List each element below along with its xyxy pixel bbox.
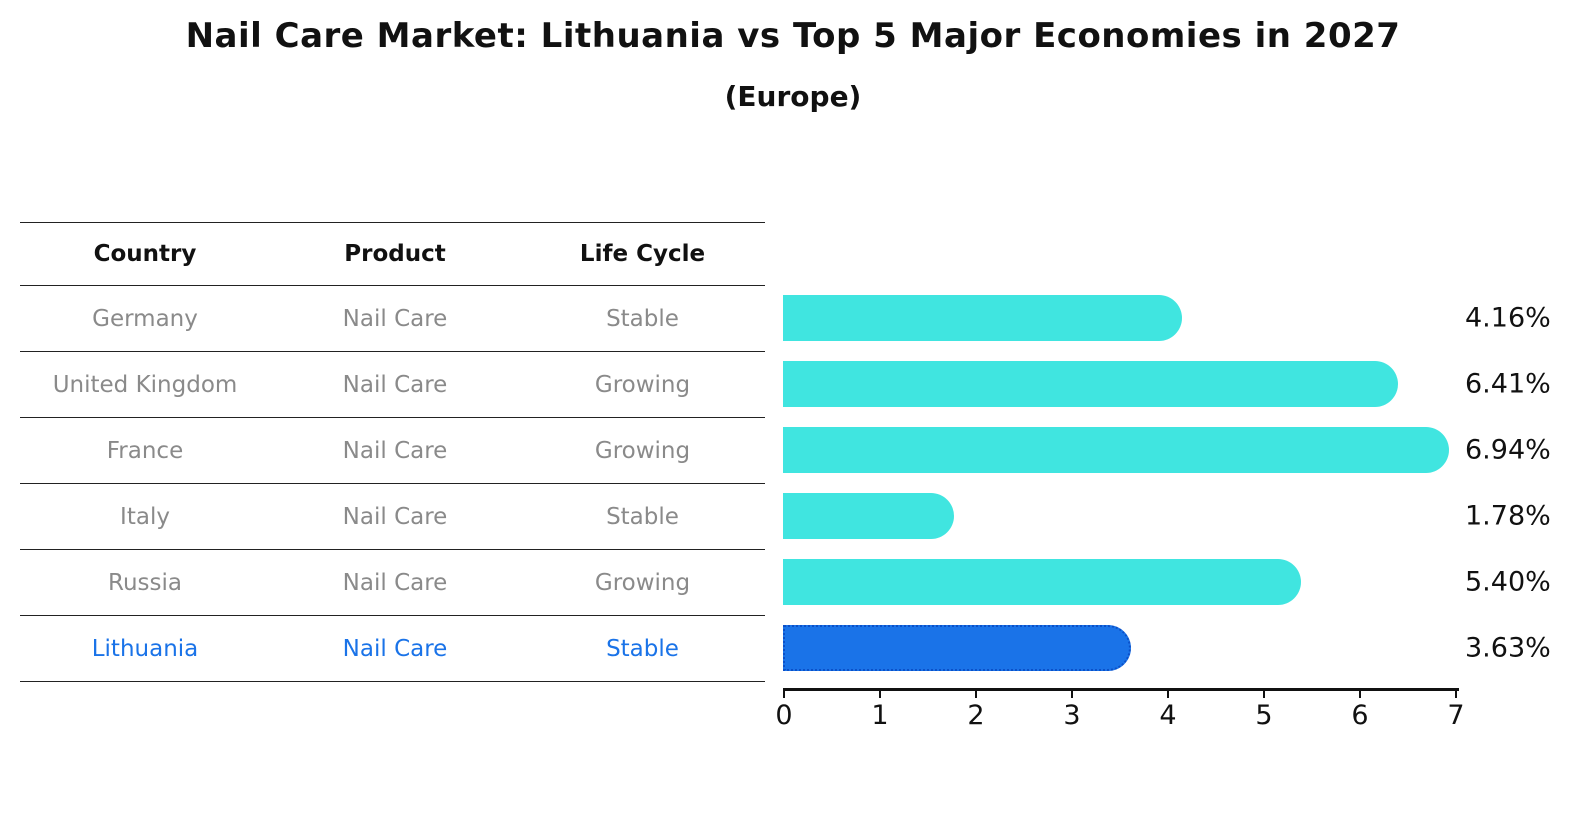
bar-row-italy: 1.78% (783, 483, 1551, 549)
table-row: Italy Nail Care Stable (20, 484, 765, 550)
cell-product: Nail Care (342, 437, 448, 464)
table-row: United Kingdom Nail Care Growing (20, 352, 765, 418)
value-label-italy: 1.78% (1465, 500, 1551, 532)
x-tick-label: 6 (1351, 700, 1369, 731)
value-label-lithuania: 3.63% (1465, 632, 1551, 664)
cell-country: United Kingdom (52, 371, 238, 398)
x-tick-mark (1455, 690, 1457, 698)
x-tick-mark (1359, 690, 1361, 698)
bar-row-united-kingdom: 6.41% (783, 351, 1551, 417)
x-tick-mark (783, 690, 785, 698)
header-product: Product (344, 241, 446, 267)
table-row-highlight-lithuania: Lithuania Nail Care Stable (20, 616, 765, 682)
value-label-germany: 4.16% (1465, 302, 1551, 334)
cell-product: Nail Care (342, 305, 448, 332)
bar-italy (783, 493, 954, 539)
header-life-cycle: Life Cycle (579, 241, 706, 267)
bar-united-kingdom (783, 361, 1399, 407)
bar-row-france: 6.94% (783, 417, 1551, 483)
x-tick-mark (975, 690, 977, 698)
cell-product: Nail Care (342, 635, 448, 662)
cell-life-cycle: Stable (606, 503, 679, 530)
cell-product: Nail Care (342, 503, 448, 530)
bar-lithuania-highlight (783, 625, 1132, 671)
value-label-france: 6.94% (1465, 434, 1551, 466)
cell-country: Germany (92, 305, 198, 332)
x-tick-label: 4 (1159, 700, 1177, 731)
x-tick-label: 0 (775, 700, 793, 731)
bar-russia (783, 559, 1302, 605)
x-tick-label: 2 (967, 700, 985, 731)
x-tick-label: 3 (1063, 700, 1081, 731)
table-row: Germany Nail Care Stable (20, 286, 765, 352)
country-table: Country Product Life Cycle Germany Nail … (20, 222, 765, 682)
x-tick-label: 7 (1447, 700, 1465, 731)
cell-life-cycle: Stable (606, 635, 679, 662)
table-header-row: Country Product Life Cycle (20, 223, 765, 286)
x-tick-mark (1263, 690, 1265, 698)
x-tick-mark (1071, 690, 1073, 698)
cell-product: Nail Care (342, 569, 448, 596)
bar-france (783, 427, 1450, 473)
value-label-united-kingdom: 6.41% (1465, 368, 1551, 400)
cell-product: Nail Care (342, 371, 448, 398)
x-tick-label: 1 (871, 700, 889, 731)
x-tick-label: 5 (1255, 700, 1273, 731)
x-tick-mark (1167, 690, 1169, 698)
x-tick-mark (879, 690, 881, 698)
cell-country: Lithuania (91, 635, 199, 662)
cell-life-cycle: Growing (594, 371, 691, 398)
bar-row-russia: 5.40% (783, 549, 1551, 615)
cell-life-cycle: Growing (594, 569, 691, 596)
cell-country: France (106, 437, 184, 464)
cell-life-cycle: Stable (606, 305, 679, 332)
bar-row-germany: 4.16% (783, 285, 1551, 351)
header-country: Country (93, 241, 197, 267)
bar-germany (783, 295, 1183, 341)
table-row: Russia Nail Care Growing (20, 550, 765, 616)
cell-life-cycle: Growing (594, 437, 691, 464)
value-label-russia: 5.40% (1465, 566, 1551, 598)
cell-country: Russia (108, 569, 182, 596)
chart-subtitle: (Europe) (724, 80, 862, 113)
chart-title: Nail Care Market: Lithuania vs Top 5 Maj… (185, 16, 1401, 56)
cell-country: Italy (120, 503, 170, 530)
bar-chart: 4.16% 6.41% 6.94% 1.78% 5.40% 3.63% (783, 285, 1551, 681)
bar-row-lithuania: 3.63% (783, 615, 1551, 681)
table-row: France Nail Care Growing (20, 418, 765, 484)
x-axis-line (783, 688, 1459, 691)
